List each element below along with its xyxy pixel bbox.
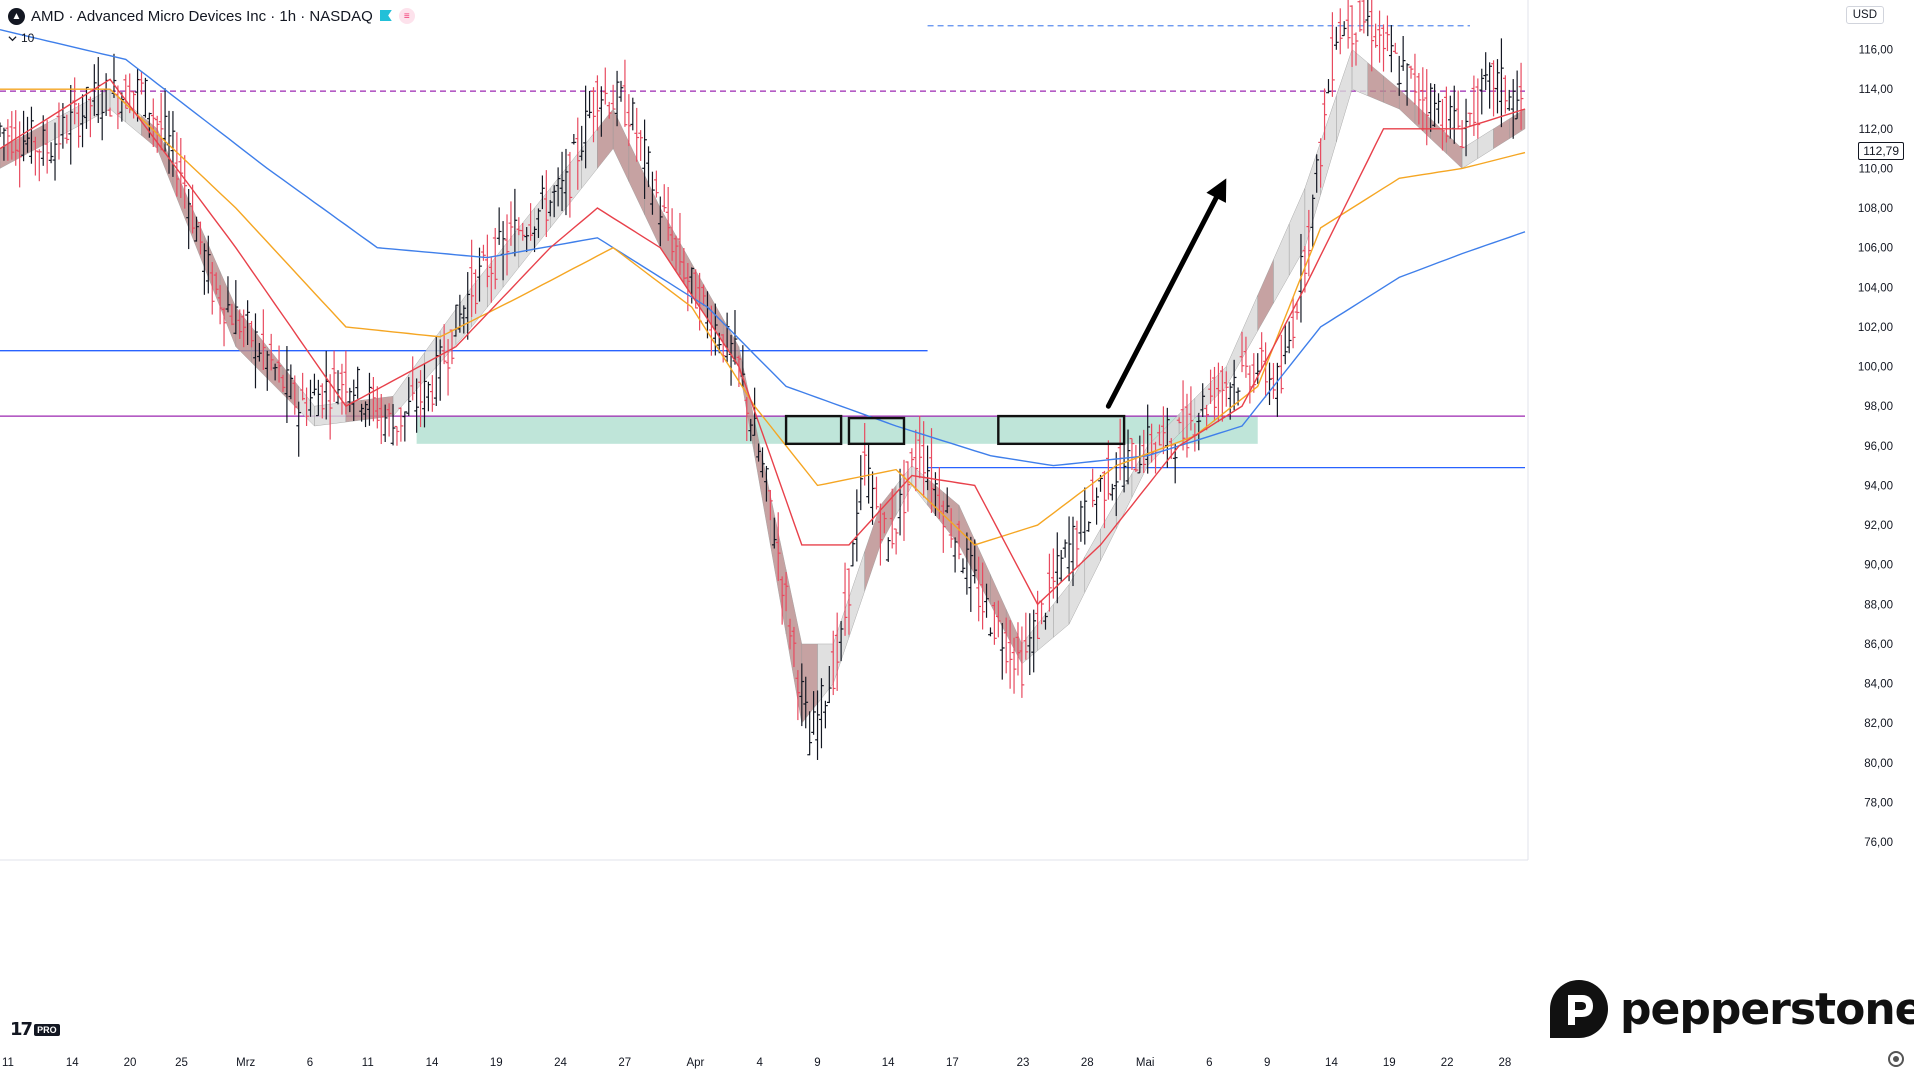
- y-tick-label: 82,00: [1864, 718, 1893, 730]
- y-tick-label: 76,00: [1864, 837, 1893, 849]
- y-tick-label: 106,00: [1858, 243, 1893, 255]
- ribbon-segment: [1320, 95, 1337, 195]
- y-tick-label: 96,00: [1864, 441, 1893, 453]
- x-tick-label: 14: [66, 1057, 79, 1069]
- y-tick-label: 90,00: [1864, 560, 1893, 572]
- y-tick-label: 94,00: [1864, 480, 1893, 492]
- ribbon-segment: [1430, 118, 1447, 155]
- ema-blue-line: [0, 29, 1526, 467]
- flag-icon[interactable]: [379, 9, 393, 23]
- ribbon-segment: [1241, 295, 1258, 360]
- x-tick-label: Mai: [1136, 1057, 1155, 1069]
- ribbon-segment: [1288, 188, 1306, 277]
- ribbon-segment: [581, 128, 598, 189]
- y-tick-label: 110,00: [1859, 163, 1893, 175]
- last-price-label: 112,79: [1858, 142, 1904, 160]
- y-tick-label: 100,00: [1858, 362, 1893, 374]
- y-tick-label: 80,00: [1864, 758, 1893, 770]
- x-tick-label: 27: [618, 1057, 631, 1069]
- broker-brand: pepperstone: [1548, 978, 1914, 1040]
- x-tick-label: 19: [1383, 1057, 1396, 1069]
- consolidation-box-1: [847, 416, 906, 446]
- ribbon-segment: [565, 148, 582, 209]
- y-tick-label: 84,00: [1864, 679, 1893, 691]
- consolidation-box-0: [784, 414, 843, 446]
- x-tick-label: 23: [1017, 1057, 1030, 1069]
- broker-name: pepperstone: [1620, 983, 1914, 1035]
- ribbon-segment: [1367, 62, 1384, 103]
- tradingview-logo-icon[interactable]: ▲: [8, 7, 25, 25]
- x-tick-label: 9: [814, 1057, 820, 1069]
- ribbon-segment: [1257, 259, 1274, 332]
- x-tick-label: 28: [1081, 1057, 1094, 1069]
- currency-button[interactable]: USD: [1845, 6, 1884, 24]
- x-tick-label: 11: [2, 1057, 14, 1069]
- ribbon-segment: [1100, 500, 1117, 561]
- x-tick-label: Apr: [686, 1057, 704, 1069]
- x-tick-label: 19: [490, 1057, 503, 1069]
- pepperstone-logo-icon: [1550, 980, 1608, 1038]
- ribbon-segment: [1477, 128, 1494, 159]
- indicator-menu-icon[interactable]: ≡: [398, 8, 415, 24]
- y-tick-label: 112,00: [1859, 124, 1893, 136]
- ribbon-segment: [1273, 223, 1290, 304]
- x-tick-label: 14: [882, 1057, 895, 1069]
- ribbon-segment: [612, 108, 630, 182]
- y-tick-label: 116,00: [1859, 45, 1893, 57]
- pro-badge: PRO: [34, 1023, 60, 1036]
- x-tick-label: 25: [175, 1057, 188, 1069]
- x-tick-label: 14: [426, 1057, 439, 1069]
- gear-icon[interactable]: [1888, 1051, 1904, 1067]
- x-tick-label: 28: [1499, 1057, 1512, 1069]
- x-tick-label: 22: [1441, 1057, 1454, 1069]
- x-tick-label: 6: [307, 1057, 313, 1069]
- x-tick-label: 6: [1206, 1057, 1212, 1069]
- support-zone: [416, 416, 1258, 444]
- consolidation-box-2: [997, 414, 1126, 446]
- y-tick-label: 86,00: [1864, 639, 1893, 651]
- y-tick-label: 92,00: [1864, 520, 1893, 532]
- symbol-title[interactable]: AMD · Advanced Micro Devices Inc · 1h · …: [31, 7, 373, 25]
- indicator-value: 10: [21, 31, 35, 45]
- chevron-down-icon[interactable]: [8, 34, 17, 43]
- y-tick-label: 104,00: [1858, 282, 1893, 294]
- y-tick-label: 114,00: [1859, 84, 1893, 96]
- chart-header: ▲ AMD · Advanced Micro Devices Inc · 1h …: [8, 6, 415, 26]
- ribbon-segment: [597, 108, 614, 169]
- ribbon-segment: [1351, 49, 1368, 97]
- ribbon-segment: [1336, 49, 1353, 143]
- x-tick-label: 24: [554, 1057, 567, 1069]
- ribbon-segment: [848, 551, 865, 638]
- indicator-row: 10: [8, 31, 34, 45]
- ema-red-line: [0, 78, 1526, 606]
- ribbon-segment: [1383, 75, 1400, 110]
- ribbon-segment: [1053, 583, 1070, 638]
- y-tick-label: 98,00: [1864, 401, 1893, 413]
- x-tick-label: 14: [1325, 1057, 1338, 1069]
- ribbon-segment: [329, 401, 347, 425]
- x-tick-label: 4: [756, 1057, 763, 1069]
- ribbon-segment: [1084, 528, 1101, 593]
- x-tick-label: 17: [946, 1057, 959, 1069]
- platform-badge: 17 PRO: [10, 1019, 60, 1040]
- ema-orange-line: [0, 88, 1526, 546]
- x-tick-label: 11: [362, 1057, 374, 1069]
- y-tick-label: 78,00: [1864, 797, 1893, 809]
- y-tick-label: 108,00: [1858, 203, 1893, 215]
- y-tick-label: 88,00: [1864, 599, 1893, 611]
- x-tick-label: 20: [124, 1057, 137, 1069]
- x-tick-label: Mrz: [236, 1057, 255, 1069]
- trend-arrow-head: [1206, 178, 1227, 203]
- tradingview-mark-icon: 17: [10, 1019, 33, 1040]
- ribbon-segment: [880, 484, 897, 545]
- ribbon-segment: [1461, 138, 1479, 169]
- ribbon-segment: [817, 643, 834, 704]
- y-tick-label: 102,00: [1858, 322, 1893, 334]
- x-tick-label: 9: [1264, 1057, 1270, 1069]
- trend-arrow-shaft: [1105, 189, 1222, 409]
